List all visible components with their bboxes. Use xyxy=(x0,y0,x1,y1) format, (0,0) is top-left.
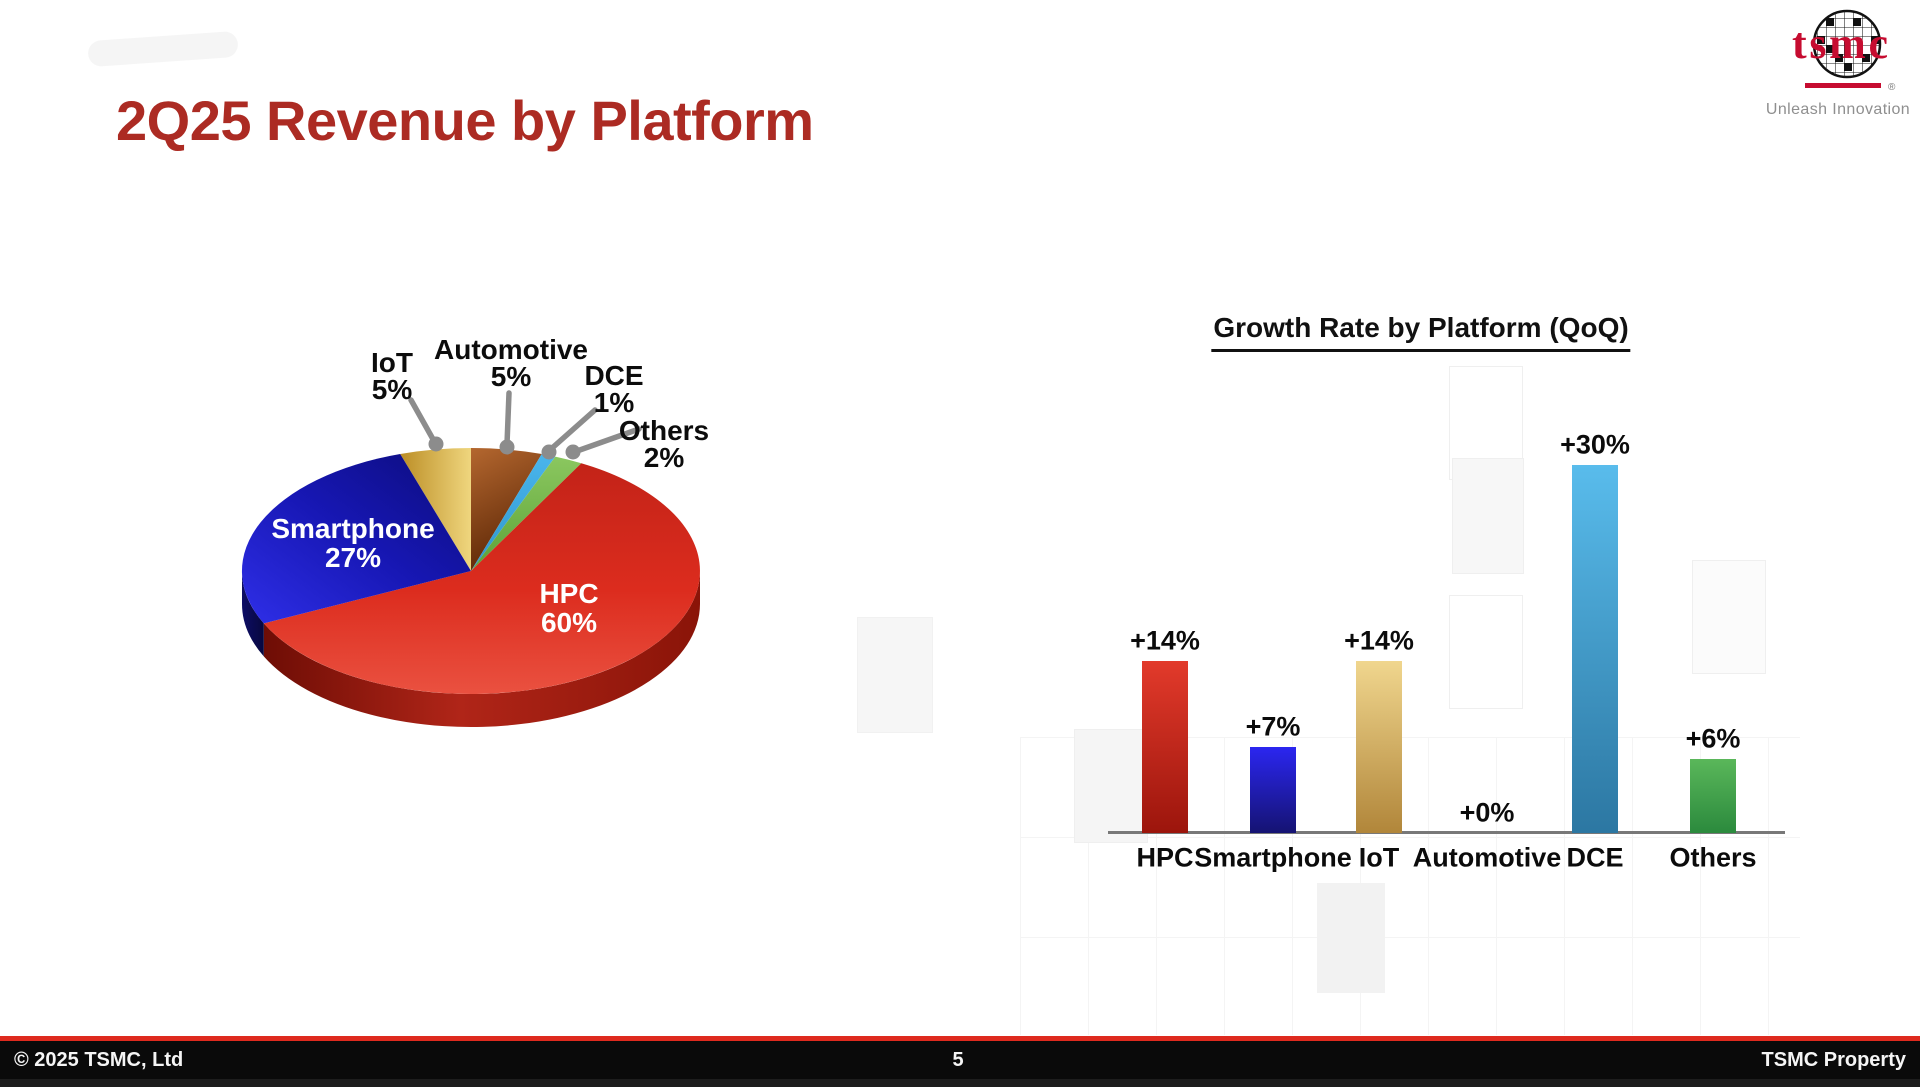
watermark-square xyxy=(1449,595,1523,709)
footer-page-number: 5 xyxy=(952,1049,964,1071)
pie-rim-hpc xyxy=(263,571,700,728)
bar-category-others: Others xyxy=(1669,842,1757,873)
bar-smartphone xyxy=(1250,747,1296,833)
pie-slice-iot xyxy=(400,447,471,571)
bar-value-automotive: +0% xyxy=(1459,797,1515,828)
watermark-square xyxy=(857,617,933,733)
tsmc-logo: tsmc ® xyxy=(1792,9,1896,93)
pie-chart xyxy=(241,390,700,728)
watermark-square xyxy=(1317,883,1385,993)
bar-category-hpc: HPC xyxy=(1136,842,1194,873)
footer-bottom-strip xyxy=(0,1079,1920,1087)
pie-inner-label-hpc: HPC 60% xyxy=(539,578,599,638)
leader-dot-iot xyxy=(428,436,444,452)
bar-category-iot: IoT xyxy=(1358,842,1400,873)
watermark-square xyxy=(1449,366,1523,480)
x-axis-line xyxy=(1108,831,1785,834)
watermark-square xyxy=(1452,458,1524,574)
watermark-square xyxy=(1692,560,1766,674)
bar-iot xyxy=(1356,661,1402,833)
logo-tagline: Unleash Innovation xyxy=(1765,101,1911,118)
footer-bar xyxy=(0,1041,1920,1079)
pie-rims xyxy=(242,571,700,728)
bar-category-smartphone: Smartphone xyxy=(1194,842,1352,873)
footer-copyright: © 2025 TSMC, Ltd xyxy=(14,1049,184,1071)
pie-leader-lines xyxy=(408,390,642,460)
pie-rim-smartphone xyxy=(242,571,264,657)
bar-category-automotive: Automotive xyxy=(1412,842,1562,873)
pie-slice-smartphone xyxy=(241,454,471,624)
pie-slice-dce xyxy=(471,454,556,571)
pie-label-dce: DCE 1% xyxy=(584,360,644,418)
bar-category-dce: DCE xyxy=(1566,842,1624,873)
pie-inner-label-smartphone: Smartphone 27% xyxy=(271,513,435,573)
watermark-smudge xyxy=(87,30,239,68)
leader-dot-others xyxy=(565,444,581,460)
bar-hpc xyxy=(1142,661,1188,833)
pie-slice-others xyxy=(471,456,582,571)
wafer-icon xyxy=(1812,9,1882,79)
bar-dce xyxy=(1572,465,1618,833)
tsmc-wordmark: tsmc xyxy=(1792,19,1888,68)
leader-line-iot xyxy=(408,397,437,444)
watermark-square xyxy=(1074,729,1148,843)
bar-value-dce: +30% xyxy=(1560,429,1630,460)
leader-dot-dce xyxy=(541,444,557,460)
pie-slice-automotive xyxy=(471,447,542,571)
bar-value-others: +6% xyxy=(1685,723,1741,754)
registered-mark: ® xyxy=(1888,82,1896,93)
leader-dot-automotive xyxy=(499,439,515,455)
page-title: 2Q25 Revenue by Platform xyxy=(116,89,814,152)
watermark-grid xyxy=(1020,737,1800,1035)
logo-underline xyxy=(1805,83,1881,88)
leader-line-others xyxy=(574,426,642,454)
bar-chart-title: Growth Rate by Platform (QoQ) xyxy=(1211,312,1631,352)
pie-slice-hpc xyxy=(263,463,700,694)
pie-label-others: Others 2% xyxy=(618,415,710,473)
bar-value-hpc: +14% xyxy=(1130,625,1200,656)
bar-others xyxy=(1690,759,1736,833)
bar-value-iot: +14% xyxy=(1344,625,1414,656)
footer-accent-line xyxy=(0,1036,1920,1041)
leader-line-automotive xyxy=(504,390,512,447)
footer-property: TSMC Property xyxy=(1761,1049,1906,1071)
pie-slices xyxy=(241,447,700,694)
bar-value-smartphone: +7% xyxy=(1245,711,1301,742)
leader-line-dce xyxy=(548,407,598,452)
pie-label-automotive: Automotive 5% xyxy=(434,334,588,392)
pie-label-iot: IoT 5% xyxy=(371,347,413,405)
